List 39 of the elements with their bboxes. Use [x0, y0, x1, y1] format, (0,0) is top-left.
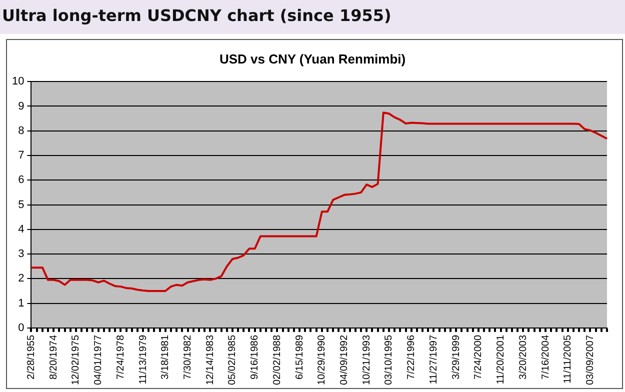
x-tick-label: 3/20/2003: [518, 334, 529, 380]
x-tick-label: 04/09/1992: [339, 334, 350, 386]
x-tick-label: 04/01/1977: [93, 334, 104, 386]
chart-subtitle: USD vs CNY (Yuan Renmimbi): [219, 51, 406, 66]
x-tick-label: 8/20/1974: [48, 334, 60, 380]
x-tick-label: 11/20/2001: [496, 334, 507, 384]
x-tick-label: 2/28/1955: [26, 334, 37, 380]
x-tick-label: 12/02/1975: [70, 334, 82, 386]
x-tick-label: 05/02/1985: [227, 334, 238, 386]
x-tick-label: 11/11/2005: [562, 334, 574, 384]
x-tick-label: 11/27/1997: [428, 334, 440, 384]
x-tick-label: 9/16/1986: [250, 334, 261, 380]
x-tick-label: 3/18/1981: [160, 334, 172, 380]
x-tick-label: 03/10/1995: [384, 334, 395, 386]
x-tick-label: 03/09/2007: [584, 334, 596, 386]
y-tick-label: 7: [18, 150, 24, 162]
y-tick-label: 0: [18, 322, 24, 334]
x-tick-label: 10/29/1990: [316, 334, 328, 386]
y-tick-label: 4: [18, 223, 24, 236]
y-tick-label: 10: [12, 76, 24, 88]
x-tick-label: 12/14/1983: [204, 334, 216, 386]
x-tick-label: 02/02/1988: [272, 334, 283, 386]
x-tick-label: 7/24/2000: [473, 334, 484, 380]
x-tick-label: 7/30/1982: [182, 334, 194, 380]
x-tick-label: 10/21/1993: [361, 334, 372, 386]
y-tick-label: 6: [18, 174, 24, 186]
x-tick-label: 6/15/1989: [294, 334, 306, 380]
x-tick-label: 7/22/1996: [406, 334, 418, 380]
y-tick-label: 9: [18, 100, 24, 112]
y-tick-label: 1: [18, 297, 24, 310]
x-tick-label: 7/24/1978: [115, 334, 126, 380]
chart-title: Ultra long-term USDCNY chart (since 1955): [0, 0, 625, 34]
x-tick-label: 11/13/1979: [138, 334, 149, 384]
y-tick-label: 8: [18, 124, 24, 137]
y-tick-label: 2: [18, 272, 24, 285]
y-tick-label: 3: [18, 248, 24, 260]
x-tick-label: 3/29/1999: [450, 334, 462, 380]
x-tick-label: 7/16/2004: [540, 334, 552, 380]
y-tick-label: 5: [18, 198, 24, 211]
